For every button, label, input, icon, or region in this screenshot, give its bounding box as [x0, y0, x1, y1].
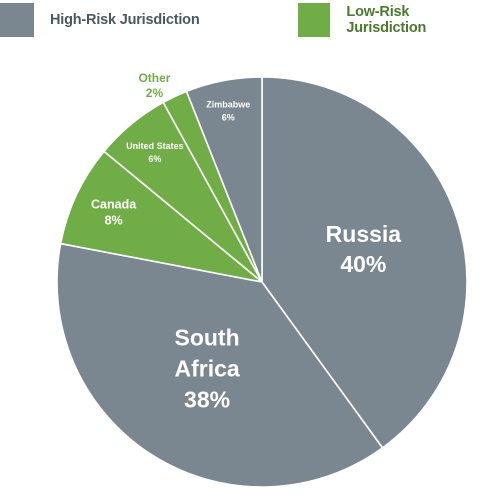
chart-legend: High-Risk Jurisdiction Low-Risk Jurisdic… [0, 0, 486, 42]
slice-label-line: Canada [91, 198, 137, 212]
slice-label-russia: Russia 40% [326, 221, 402, 277]
slice-label-canada: Canada 8% [91, 198, 137, 228]
slice-label-south-africa: South Africa 38% [174, 325, 239, 413]
slice-label-line: South [174, 325, 239, 351]
slice-label-line: 8% [105, 214, 123, 228]
slice-label-other: Other 2% [138, 71, 170, 100]
legend-label-high-risk: High-Risk Jurisdiction [50, 12, 200, 28]
legend-item-high-risk: High-Risk Jurisdiction [0, 3, 200, 37]
pie-slice-south-africa [56, 242, 384, 488]
pie-slice-zimbabwe [185, 76, 263, 283]
slice-label-line: 40% [340, 251, 386, 277]
slice-label-line: United States [126, 141, 184, 151]
slice-label-line: Africa [174, 356, 239, 382]
legend-label-low-risk: Low-Risk Jurisdiction [346, 4, 427, 36]
slice-label-line: Russia [326, 221, 402, 247]
slice-label-line: Other [138, 71, 170, 85]
slice-label-line: 2% [146, 86, 164, 100]
legend-swatch-high-risk [0, 3, 34, 37]
pie-slice-canada [59, 150, 263, 283]
slice-label-line: 6% [222, 113, 235, 123]
slice-label-united-states: United States 6% [126, 141, 184, 164]
slice-label-line: Zimbabwe [206, 100, 250, 110]
slice-label-zimbabwe: Zimbabwe 6% [206, 100, 250, 123]
legend-item-low-risk: Low-Risk Jurisdiction [298, 3, 486, 37]
slice-label-line: 38% [184, 387, 230, 413]
legend-swatch-low-risk [298, 3, 331, 37]
pie-slice-russia [261, 76, 468, 449]
slice-label-line: 6% [148, 154, 161, 164]
